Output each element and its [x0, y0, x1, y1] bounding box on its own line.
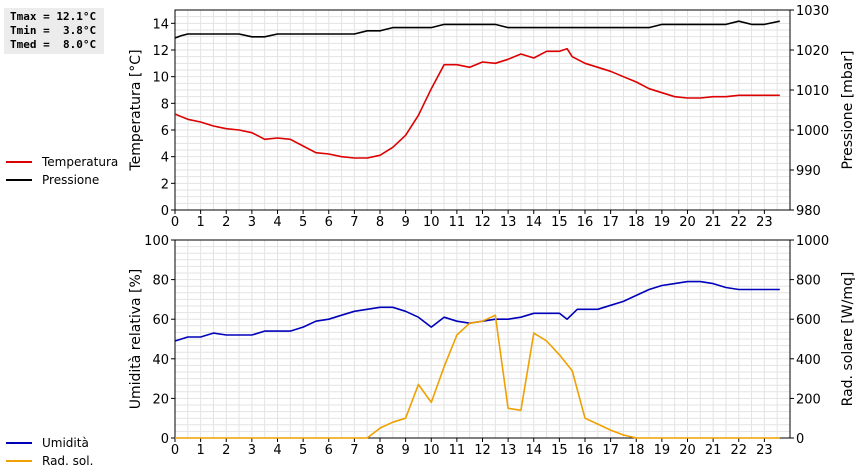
chart1-y2-axis-label: Pressione [mbar] [840, 50, 856, 169]
chart1-x-tick-label: 1 [196, 215, 204, 230]
chart2-x-tick-label: 11 [449, 443, 466, 458]
chart2-x-tick-label: 20 [679, 443, 696, 458]
chart1-x-tick-label: 12 [474, 215, 491, 230]
chart1-x-tick-label: 3 [248, 215, 256, 230]
chart1-y-tick-label: 12 [152, 44, 169, 59]
chart1-y-tick-label: 4 [161, 151, 169, 166]
chart2-x-tick-label: 4 [273, 443, 281, 458]
chart1-x-tick-label: 4 [273, 215, 281, 230]
chart2-y-tick-label: 40 [152, 353, 169, 368]
chart1-x-tick-label: 9 [401, 215, 409, 230]
legend-label: Pressione [42, 173, 100, 187]
chart2-y-tick-label: 20 [152, 392, 169, 407]
legend-swatch [6, 442, 32, 444]
chart2-x-tick-label: 0 [171, 443, 179, 458]
legend-item-umidita: Umidità [6, 434, 93, 452]
legend-swatch [6, 179, 32, 181]
legend-top: Temperatura Pressione [6, 153, 118, 189]
chart2-x-tick-label: 14 [525, 443, 542, 458]
chart1-x-tick-label: 17 [602, 215, 619, 230]
chart2-x-tick-label: 13 [500, 443, 517, 458]
chart2-y2-tick-label: 400 [796, 353, 821, 368]
chart1-y-tick-label: 2 [161, 177, 169, 192]
chart1-x-tick-label: 18 [628, 215, 645, 230]
legend-item-temperatura: Temperatura [6, 153, 118, 171]
chart1-x-tick-label: 20 [679, 215, 696, 230]
chart2-x-tick-label: 7 [350, 443, 358, 458]
chart1-y-tick-label: 14 [152, 17, 169, 32]
chart2-y2-axis-label: Rad. solare [W/mq] [840, 272, 856, 407]
chart1-x-tick-label: 5 [299, 215, 307, 230]
chart2-x-tick-label: 6 [325, 443, 333, 458]
chart1-y2-tick-label: 990 [796, 164, 821, 179]
chart1-y2-tick-label: 980 [796, 204, 821, 219]
chart2-x-tick-label: 9 [401, 443, 409, 458]
tmed-text: Tmed = 8.0°C [10, 38, 97, 51]
chart2-x-tick-label: 21 [705, 443, 722, 458]
chart2-x-tick-label: 3 [248, 443, 256, 458]
chart2-series-rad-sol [175, 314, 780, 439]
chart2-x-tick-label: 5 [299, 443, 307, 458]
chart2-x-tick-label: 23 [756, 443, 773, 458]
legend-label: Umidità [42, 436, 89, 450]
legend-item-pressione: Pressione [6, 171, 118, 189]
chart1-y2-tick-label: 1020 [796, 44, 829, 59]
chart1-x-tick-label: 16 [577, 215, 594, 230]
chart2-x-tick-label: 22 [730, 443, 747, 458]
chart1-x-tick-label: 8 [376, 215, 384, 230]
chart1-y-tick-label: 0 [161, 204, 169, 219]
chart1-y-tick-label: 8 [161, 97, 169, 112]
chart2-y2-tick-label: 800 [796, 274, 821, 289]
charts-svg: 0 1 2 3 4 5 6 7 8 9 10 11 12 13 14 15 16 17 18 19 20 21 22 2302… [128, 4, 856, 458]
legend-swatch [6, 460, 32, 462]
chart2-y-tick-label: 60 [152, 313, 169, 328]
chart2-y-tick-label: 100 [144, 234, 169, 249]
chart1-x-tick-label: 15 [551, 215, 568, 230]
chart2-x-tick-label: 17 [602, 443, 619, 458]
chart1-x-tick-label: 0 [171, 215, 179, 230]
chart1-y-tick-label: 6 [161, 124, 169, 139]
chart1-series-temperatura [174, 47, 780, 159]
legend-swatch [6, 161, 32, 163]
tmin-text: Tmin = 3.8°C [10, 24, 97, 37]
chart1-x-tick-label: 13 [500, 215, 517, 230]
chart1-y2-tick-label: 1030 [796, 4, 829, 19]
chart2-x-tick-label: 12 [474, 443, 491, 458]
chart1-x-tick-label: 19 [654, 215, 671, 230]
chart2-y2-tick-label: 600 [796, 313, 821, 328]
chart2-y-axis-label: Umidità relativa [%] [128, 269, 144, 410]
chart2-x-tick-label: 15 [551, 443, 568, 458]
chart1-x-tick-label: 23 [756, 215, 773, 230]
chart1-y-tick-label: 10 [152, 71, 169, 86]
chart1-x-tick-label: 21 [705, 215, 722, 230]
chart2-x-tick-label: 19 [654, 443, 671, 458]
chart1-y-axis-label: Temperatura [°C] [128, 49, 144, 171]
chart2-x-tick-label: 18 [628, 443, 645, 458]
chart2-y2-tick-label: 0 [796, 432, 804, 447]
chart2-y-tick-label: 0 [161, 432, 169, 447]
chart2-y2-tick-label: 200 [796, 392, 821, 407]
chart1-x-tick-label: 22 [730, 215, 747, 230]
chart1-series-pressione [174, 20, 780, 39]
chart1-x-tick-label: 7 [350, 215, 358, 230]
chart1-x-tick-label: 6 [325, 215, 333, 230]
chart1-x-tick-label: 14 [525, 215, 542, 230]
chart2-x-tick-label: 10 [423, 443, 440, 458]
legend-label: Temperatura [42, 155, 119, 169]
chart2-x-tick-label: 1 [196, 443, 204, 458]
chart1-y2-tick-label: 1010 [796, 84, 829, 99]
chart1-y2-tick-label: 1000 [796, 124, 829, 139]
chart1-x-tick-label: 2 [222, 215, 230, 230]
chart2-x-tick-label: 2 [222, 443, 230, 458]
chart2-y-tick-label: 80 [152, 274, 169, 289]
chart2-y2-tick-label: 1000 [796, 234, 829, 249]
chart2-x-tick-label: 8 [376, 443, 384, 458]
stats-box: Tmax = 12.1°C Tmin = 3.8°C Tmed = 8.0°C [4, 8, 104, 54]
chart1-x-tick-label: 10 [423, 215, 440, 230]
chart1-x-tick-label: 11 [449, 215, 466, 230]
chart2-x-tick-label: 16 [577, 443, 594, 458]
tmax-text: Tmax = 12.1°C [10, 10, 97, 23]
